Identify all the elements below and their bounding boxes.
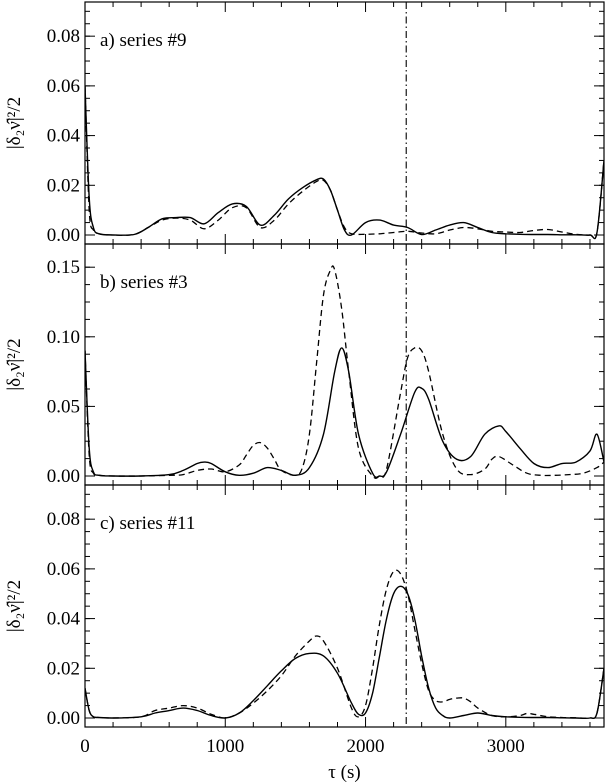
panel-3: 0.00 0.02 0.04 0.06 0.08 0 1000 2000 3000 τ (s) |δ… — [4, 484, 605, 782]
series-line-solid — [85, 347, 604, 478]
panel-1: 0.00 0.02 0.04 0.06 0.08 |δ₂ν̂|²/2 a) series #… — [4, 1, 605, 246]
panel-2: 0.00 0.05 0.10 0.15 |δ₂ν̂|²/2 b) series #3 — [4, 243, 605, 487]
x-tick-label: 0 — [80, 736, 90, 757]
y-tick-label: 0.15 — [47, 257, 80, 278]
y-axis-label: |δ₂ν̂|²/2 — [4, 97, 25, 149]
y-tick-label: 0.02 — [47, 658, 80, 679]
x-tick-label: 1000 — [206, 736, 244, 757]
y-tick-label: 0.06 — [47, 559, 80, 580]
y-tick-label: 0.00 — [47, 225, 80, 246]
y-tick-label: 0.08 — [47, 26, 80, 47]
y-tick-label: 0.04 — [47, 126, 81, 147]
series-line-dashed — [85, 569, 604, 719]
panel-label: a) series #9 — [100, 30, 187, 51]
series-line-solid — [85, 85, 604, 240]
series-line-dashed — [85, 85, 604, 240]
panel-label: c) series #11 — [100, 513, 195, 534]
x-tick-label: 2000 — [347, 736, 385, 757]
y-tick-label: 0.02 — [47, 175, 80, 196]
x-axis-label: τ (s) — [328, 762, 360, 782]
series-line-solid — [85, 585, 604, 720]
panel-label: b) series #3 — [100, 272, 188, 293]
y-tick-label: 0.04 — [47, 609, 81, 630]
y-tick-label: 0.00 — [47, 708, 80, 729]
series-line-dashed — [85, 265, 604, 479]
y-tick-label: 0.08 — [47, 509, 80, 530]
y-tick-label: 0.10 — [47, 327, 80, 348]
y-axis-label: |δ₂ν̂|²/2 — [4, 338, 25, 390]
y-axis-label: |δ₂ν̂|²/2 — [4, 580, 25, 632]
y-tick-label: 0.00 — [47, 466, 80, 487]
y-tick-label: 0.06 — [47, 76, 80, 97]
y-tick-label: 0.05 — [47, 396, 80, 417]
x-tick-label: 3000 — [487, 736, 525, 757]
